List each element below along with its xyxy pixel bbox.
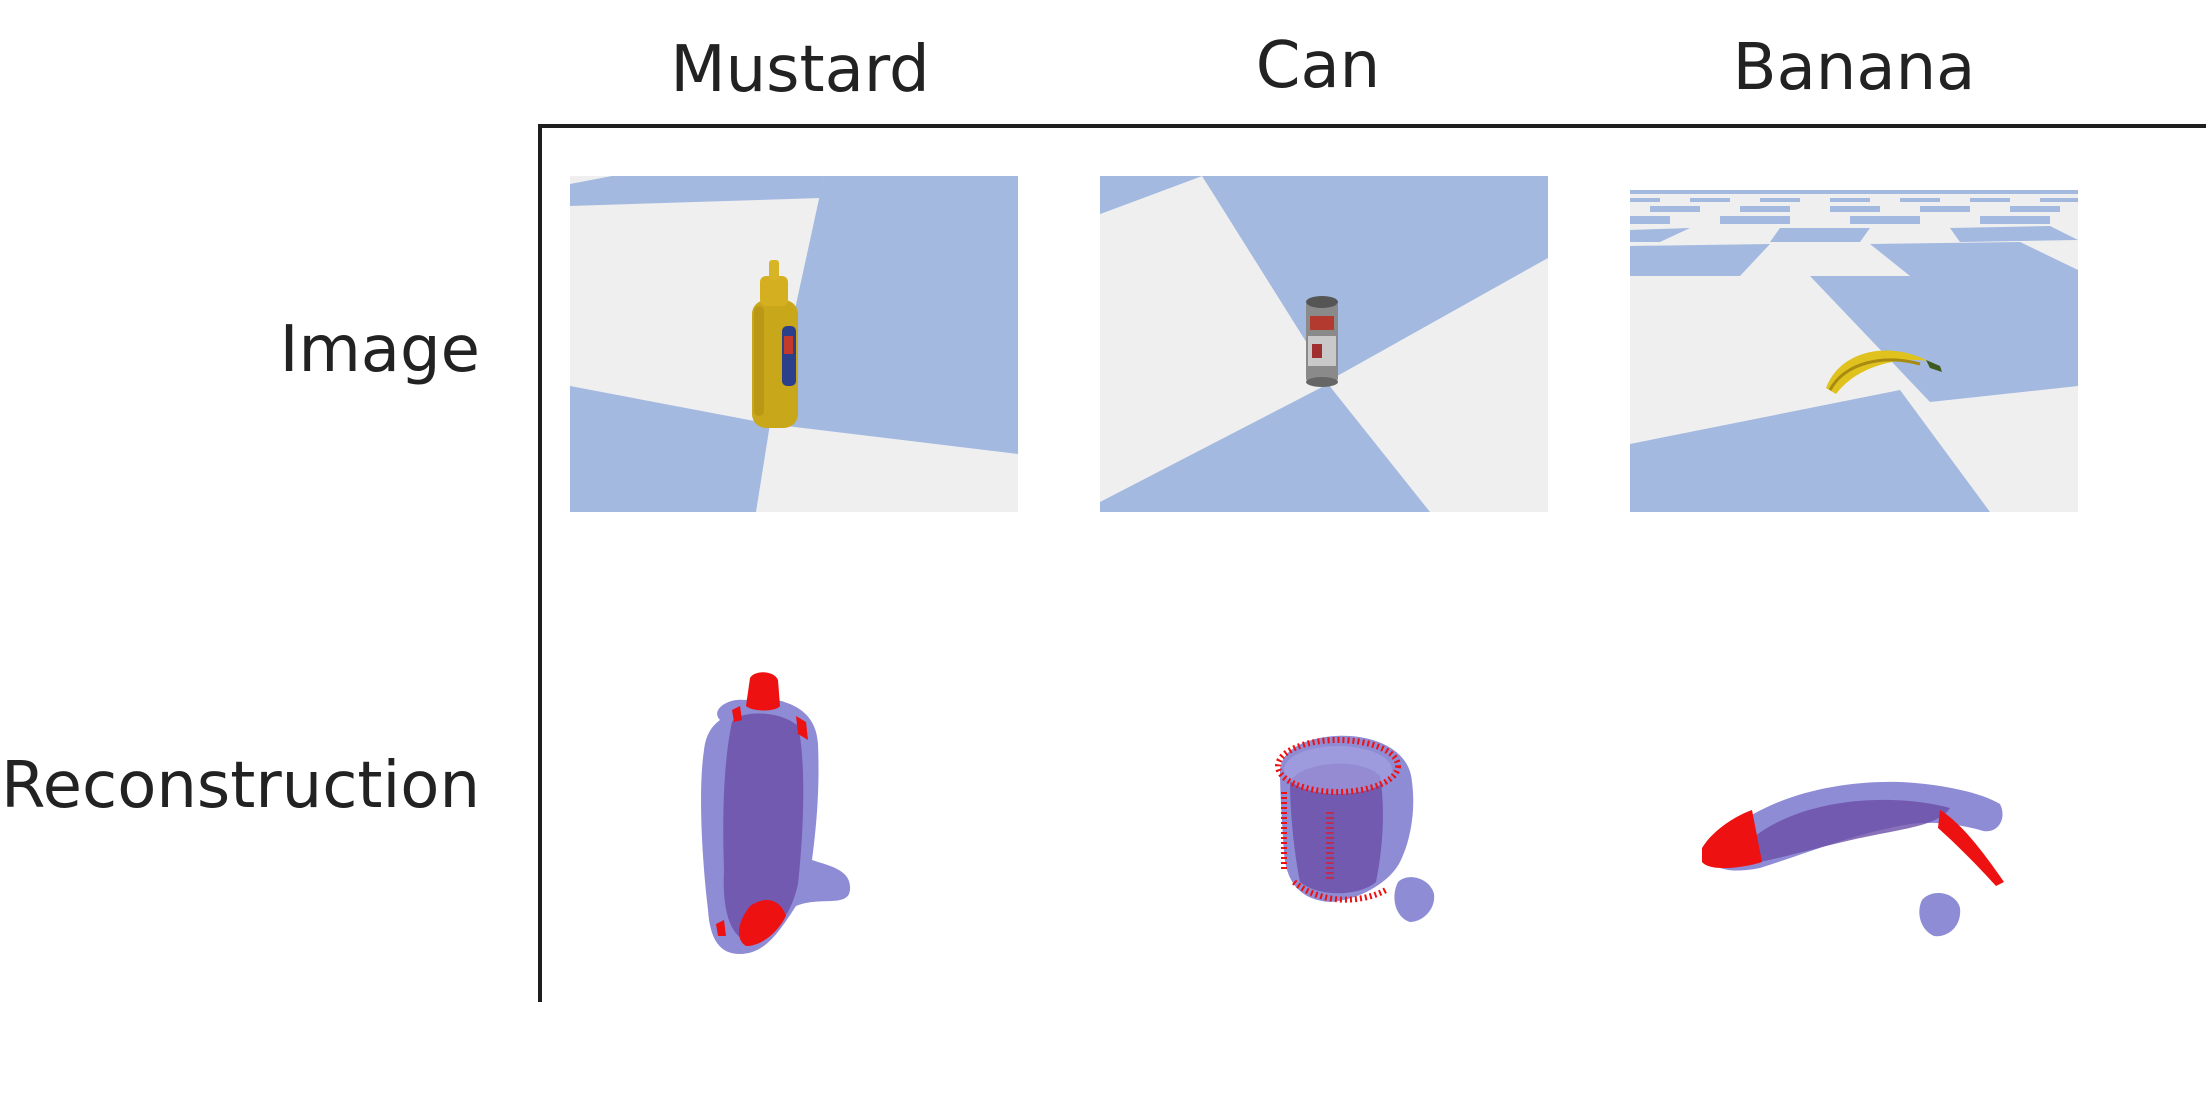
column-title-mustard: Mustard (670, 33, 930, 107)
image-panel-can (1100, 176, 1548, 512)
reconstruction-error-banana (1702, 810, 2004, 886)
row-label-reconstruction: Reconstruction (1, 749, 480, 823)
reconstruction-mustard (680, 670, 870, 960)
mustard-bottle-icon (752, 260, 798, 428)
reconstruction-error-can (1275, 737, 1401, 903)
column-title-can: Can (1255, 29, 1381, 103)
column-title-banana: Banana (1732, 31, 1976, 105)
grid-top-rule (538, 124, 2206, 128)
image-panel-mustard (570, 176, 1018, 512)
banana-icon (1826, 350, 1942, 394)
image-panel-banana (1630, 190, 2078, 512)
row-label-image: Image (279, 313, 480, 387)
reconstruction-can (1270, 732, 1470, 942)
reconstruction-banana (1690, 770, 2020, 960)
soda-can-icon (1306, 296, 1338, 387)
grid-left-rule (538, 124, 542, 1002)
reconstruction-error-mustard (716, 672, 808, 946)
